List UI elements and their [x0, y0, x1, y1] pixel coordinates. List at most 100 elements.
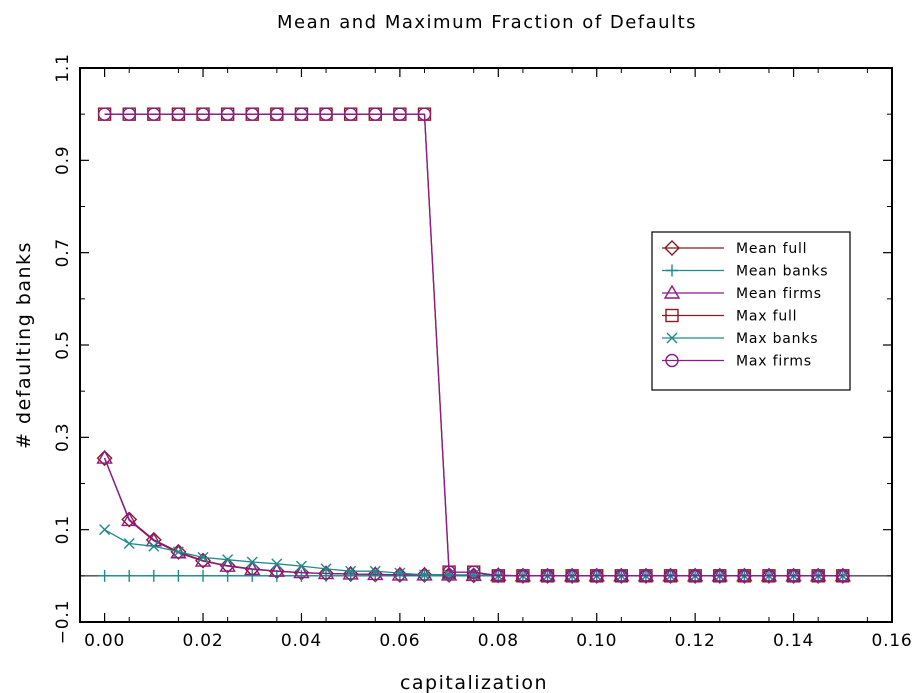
x-tick-label: 0.04	[281, 631, 322, 651]
marker-circle	[122, 107, 136, 121]
marker-diamond	[810, 567, 827, 584]
marker-plus	[320, 569, 333, 582]
marker-square	[665, 308, 679, 323]
marker-x	[666, 332, 678, 344]
marker-circle	[516, 569, 530, 583]
marker-diamond	[760, 567, 777, 584]
marker-triangle	[809, 567, 827, 582]
marker-x	[320, 563, 332, 575]
marker-circle	[836, 569, 850, 583]
marker-triangle	[342, 565, 359, 580]
marker-triangle	[637, 567, 655, 582]
marker-triangle	[711, 567, 728, 582]
legend-label: Mean full	[736, 241, 807, 257]
marker-plus	[246, 569, 259, 582]
legend-label: Max full	[736, 309, 797, 325]
marker-plus	[147, 569, 160, 582]
marker-triangle	[613, 567, 630, 582]
marker-circle	[811, 569, 825, 583]
marker-triangle	[416, 566, 433, 581]
marker-plus	[666, 264, 678, 277]
marker-diamond	[785, 567, 802, 584]
marker-x	[418, 569, 430, 581]
marker-x	[369, 565, 381, 577]
legend-label: Max banks	[736, 331, 818, 347]
marker-plus	[172, 569, 185, 582]
y-tick-label: 0.9	[53, 146, 73, 175]
y-tick-label: 0.3	[53, 423, 73, 452]
marker-x	[123, 538, 135, 550]
marker-x	[394, 567, 406, 579]
x-tick-label: 0.08	[478, 631, 519, 651]
x-tick-label: 0.00	[84, 631, 125, 651]
series-line	[104, 113, 843, 577]
x-tick-label: 0.10	[576, 631, 617, 651]
marker-circle	[97, 107, 112, 121]
marker-diamond	[687, 567, 704, 584]
marker-x	[295, 560, 307, 572]
marker-circle	[786, 569, 801, 583]
chart-title: Mean and Maximum Fraction of Defaults	[277, 12, 697, 33]
marker-triangle	[514, 567, 532, 582]
marker-triangle	[219, 557, 236, 572]
marker-diamond	[834, 567, 851, 584]
marker-x	[271, 558, 283, 570]
marker-triangle	[662, 567, 679, 582]
marker-diamond	[121, 511, 138, 528]
marker-plus	[123, 569, 136, 582]
plot-area: 0.00 0.02 0.04 0.06 0.08 0.10 0.12 0.14 0.16 −0.1…	[53, 53, 912, 651]
marker-triangle	[588, 567, 605, 582]
y-tick-label: 0.7	[53, 238, 73, 267]
marker-triangle	[170, 544, 187, 559]
marker-triangle	[834, 567, 852, 582]
marker-triangle	[663, 284, 681, 299]
marker-triangle	[268, 562, 286, 577]
marker-circle	[319, 107, 333, 121]
marker-triangle	[563, 567, 581, 582]
marker-circle	[368, 107, 382, 121]
marker-diamond	[637, 567, 654, 584]
marker-triangle	[120, 512, 138, 527]
marker-circle	[688, 569, 702, 583]
marker-diamond	[564, 567, 581, 584]
marker-diamond	[96, 450, 113, 467]
legend-label: Max firms	[736, 354, 812, 370]
marker-circle	[614, 569, 629, 583]
marker-x	[148, 540, 160, 552]
marker-circle	[442, 565, 456, 579]
marker-circle	[245, 107, 259, 121]
x-tick-label: 0.02	[182, 631, 223, 651]
marker-circle	[565, 569, 579, 583]
marker-circle	[220, 107, 235, 121]
marker-plus	[98, 569, 111, 582]
marker-x	[172, 546, 184, 558]
legend-label: Mean firms	[736, 286, 822, 302]
marker-triangle	[293, 564, 310, 579]
marker-circle	[737, 569, 752, 583]
x-tick-label: 0.14	[773, 631, 814, 651]
marker-circle	[639, 569, 653, 583]
marker-x	[197, 551, 209, 563]
y-axis-label: # defaulting banks	[13, 241, 35, 449]
marker-triangle	[440, 566, 458, 581]
marker-x	[246, 556, 258, 568]
y-tick-label: 0.5	[53, 330, 73, 359]
marker-diamond	[539, 567, 556, 584]
marker-circle	[147, 107, 161, 121]
legend-box	[651, 231, 851, 391]
marker-circle	[196, 107, 210, 121]
marker-triangle	[785, 567, 802, 582]
x-tick-label: 0.06	[379, 631, 420, 651]
marker-triangle	[760, 567, 778, 582]
marker-circle	[713, 569, 727, 583]
legend: Mean full Mean banks Mean firms Max full Max…	[651, 231, 851, 391]
marker-circle	[466, 565, 481, 579]
marker-triangle	[244, 560, 261, 576]
marker-diamond	[664, 240, 680, 256]
marker-circle	[491, 569, 506, 583]
marker-diamond	[514, 567, 531, 584]
marker-diamond	[711, 567, 728, 584]
marker-circle	[590, 569, 604, 583]
marker-x	[99, 524, 111, 536]
y-tick-label: −0.1	[53, 600, 73, 644]
